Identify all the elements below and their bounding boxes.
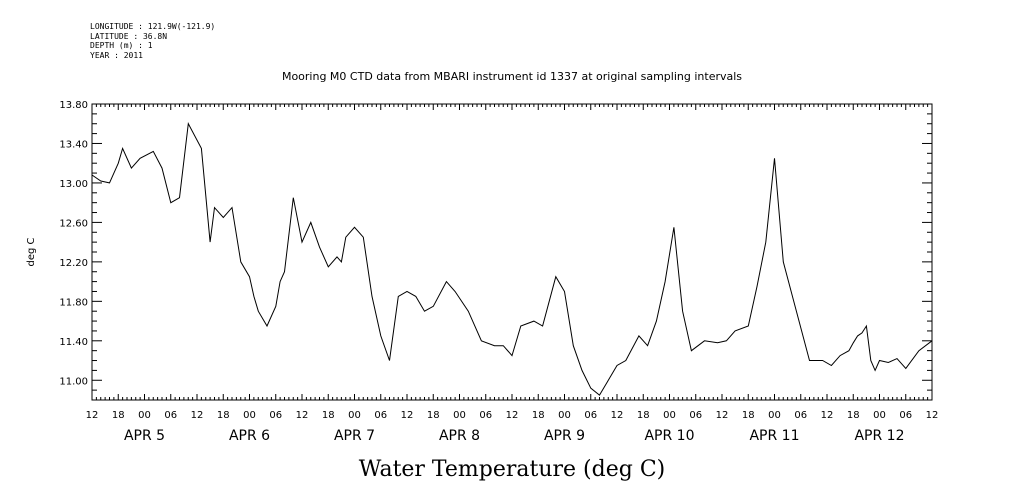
x-hour-label: 18 bbox=[742, 410, 755, 421]
x-hour-label: 00 bbox=[138, 410, 151, 421]
x-day-label: APR 8 bbox=[439, 428, 480, 444]
y-tick-label: 13.00 bbox=[59, 179, 88, 190]
x-hour-label: 06 bbox=[689, 410, 702, 421]
x-day-label: APR 10 bbox=[644, 428, 694, 444]
y-tick-label: 12.20 bbox=[59, 258, 88, 269]
x-hour-label: 18 bbox=[322, 410, 335, 421]
x-hour-label: 00 bbox=[768, 410, 781, 421]
x-hour-label: 06 bbox=[374, 410, 387, 421]
x-hour-label: 12 bbox=[86, 410, 99, 421]
y-axis-ticks: 11.00 11.40 11.80 12.20 12.60 13.00 13.40 13.80 bbox=[59, 100, 932, 401]
depth-text: DEPTH (m) : 1 bbox=[90, 41, 153, 50]
x-hour-label: 12 bbox=[191, 410, 204, 421]
metadata-block: LONGITUDE : 121.9W(-121.9) LATITUDE : 36… bbox=[90, 22, 215, 60]
longitude-text: LONGITUDE : 121.9W(-121.9) bbox=[90, 22, 216, 31]
y-axis-label: deg C bbox=[26, 237, 37, 266]
y-tick-label: 11.40 bbox=[59, 337, 88, 348]
x-hour-label: 18 bbox=[427, 410, 440, 421]
x-hour-label: 12 bbox=[821, 410, 834, 421]
y-tick-label: 13.80 bbox=[59, 100, 88, 111]
x-axis-ticks: 12 18 00 06 12 18 00 06 12 18 00 06 12 18 00 06 12 18 00 06… bbox=[86, 104, 939, 444]
series-group bbox=[91, 122, 933, 396]
x-hour-label: 06 bbox=[269, 410, 282, 421]
latitude-text: LATITUDE : 36.8N bbox=[90, 31, 168, 41]
x-hour-label: 12 bbox=[506, 410, 519, 421]
x-day-label: APR 11 bbox=[749, 428, 799, 444]
x-hour-label: 18 bbox=[532, 410, 545, 421]
bottom-title: Water Temperature (deg C) bbox=[359, 457, 666, 482]
x-day-label: APR 7 bbox=[334, 428, 375, 444]
x-day-label: APR 9 bbox=[544, 428, 585, 444]
series-line bbox=[91, 122, 933, 396]
x-hour-label: 12 bbox=[611, 410, 624, 421]
x-hour-label: 18 bbox=[112, 410, 125, 421]
year-text: YEAR : 2011 bbox=[90, 50, 143, 60]
x-hour-label: 12 bbox=[716, 410, 729, 421]
x-day-label: APR 12 bbox=[854, 428, 904, 444]
x-hour-label: 06 bbox=[584, 410, 597, 421]
x-hour-label: 06 bbox=[479, 410, 492, 421]
y-tick-label: 11.00 bbox=[59, 376, 88, 387]
x-hour-label: 00 bbox=[348, 410, 361, 421]
x-hour-label: 00 bbox=[558, 410, 571, 421]
x-hour-label: 06 bbox=[899, 410, 912, 421]
x-hour-label: 00 bbox=[663, 410, 676, 421]
x-hour-label: 12 bbox=[401, 410, 414, 421]
x-day-label: APR 5 bbox=[124, 428, 165, 444]
x-hour-label: 12 bbox=[296, 410, 309, 421]
x-hour-label: 18 bbox=[217, 410, 230, 421]
y-tick-label: 13.40 bbox=[59, 139, 88, 150]
x-hour-label: 18 bbox=[847, 410, 860, 421]
x-hour-label: 00 bbox=[243, 410, 256, 421]
x-hour-label: 12 bbox=[926, 410, 939, 421]
x-hour-label: 06 bbox=[794, 410, 807, 421]
y-tick-label: 12.60 bbox=[59, 218, 88, 229]
x-hour-label: 00 bbox=[453, 410, 466, 421]
y-tick-label: 11.80 bbox=[59, 297, 88, 308]
chart-title: Mooring M0 CTD data from MBARI instrumen… bbox=[282, 70, 742, 83]
x-hour-label: 00 bbox=[873, 410, 886, 421]
x-hour-label: 18 bbox=[637, 410, 650, 421]
x-hour-label: 06 bbox=[164, 410, 177, 421]
x-day-label: APR 6 bbox=[229, 428, 270, 444]
